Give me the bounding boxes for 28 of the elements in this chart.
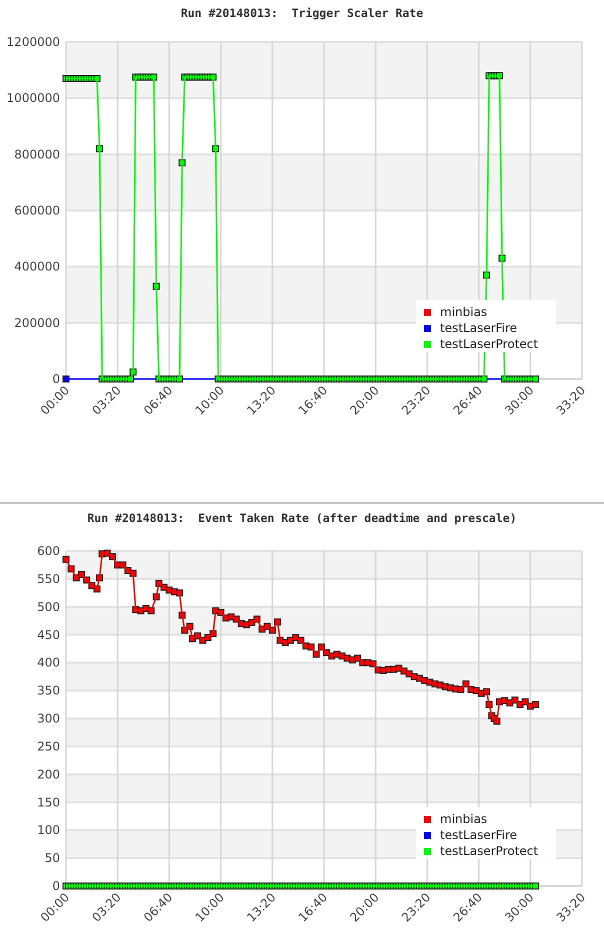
- y-tick-label: 0: [52, 879, 60, 893]
- y-tick-label: 0: [52, 372, 60, 386]
- legend-label: testLaserProtect: [440, 337, 538, 351]
- y-tick-label: 50: [44, 851, 60, 866]
- y-tick-label: 250: [37, 739, 60, 754]
- y-tick-label: 500: [37, 600, 60, 614]
- y-tick-label: 300: [37, 712, 60, 726]
- legend-label: testLaserProtect: [440, 844, 538, 858]
- y-tick-label: 200: [37, 767, 60, 782]
- chart-title: Run #20148013: Event Taken Rate (after deadtime and prescale): [87, 511, 517, 525]
- y-tick-label: 600000: [14, 204, 60, 218]
- y-tick-label: 800000: [14, 147, 60, 162]
- y-tick-label: 1200000: [6, 35, 60, 49]
- y-tick-label: 600: [37, 544, 60, 558]
- y-tick-label: 400: [37, 656, 60, 670]
- chart-title: Run #20148013: Trigger Scaler Rate: [180, 6, 424, 20]
- y-tick-label: 1000000: [6, 91, 60, 106]
- y-tick-label: 450: [37, 628, 60, 642]
- y-tick-label: 550: [37, 572, 60, 586]
- y-tick-label: 150: [37, 795, 60, 810]
- y-tick-label: 350: [37, 684, 60, 698]
- y-tick-label: 100: [37, 823, 60, 838]
- y-tick-label: 200000: [14, 316, 60, 330]
- y-tick-label: 400000: [14, 260, 60, 274]
- legend-label: minbias: [440, 812, 488, 826]
- legend-label: testLaserFire: [440, 828, 518, 842]
- legend-label: minbias: [440, 305, 488, 319]
- legend-label: testLaserFire: [440, 321, 518, 335]
